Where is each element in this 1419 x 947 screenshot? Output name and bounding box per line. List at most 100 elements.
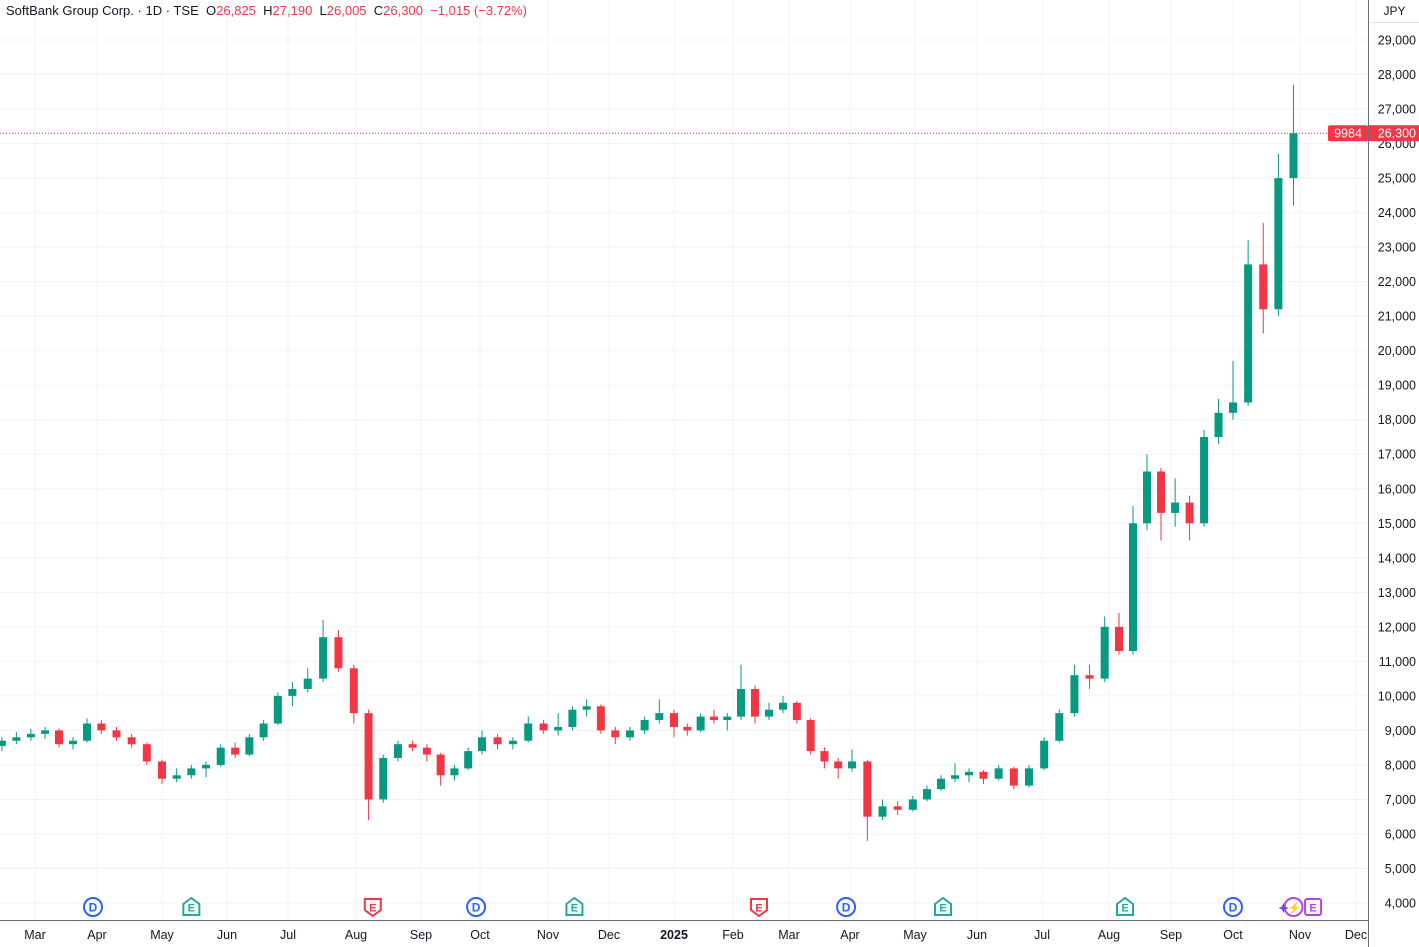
candle — [696, 713, 705, 733]
candle — [55, 728, 63, 748]
candle — [97, 720, 106, 734]
candle-body — [69, 740, 77, 745]
candle — [1185, 495, 1194, 541]
candle — [834, 758, 843, 779]
candle-body — [303, 678, 312, 689]
candle — [765, 702, 773, 721]
candle-body — [655, 713, 664, 721]
candle-body — [259, 723, 268, 738]
candle — [508, 737, 517, 750]
candle-body — [112, 730, 121, 738]
candle-body — [751, 688, 759, 717]
price-tick-label: 7,000 — [1385, 793, 1416, 807]
candle — [878, 799, 887, 821]
candle-body — [1200, 436, 1209, 524]
time-tick-label: Jul — [1034, 928, 1050, 942]
interval[interactable]: 1D — [145, 3, 163, 18]
sparkle-icon — [1278, 903, 1289, 913]
candle — [582, 699, 591, 717]
earnings-event-marker[interactable]: E — [182, 896, 201, 916]
currency-button[interactable]: JPY — [1370, 0, 1419, 23]
candle — [951, 763, 959, 783]
earnings-event-marker[interactable]: E — [750, 898, 768, 918]
time-axis[interactable]: Mar Apr May Jun Jul Aug Sep Oct Nov Dec 2025 Feb Mar… — [24, 928, 1367, 942]
price-tick-label: 15,000 — [1378, 517, 1416, 531]
candle — [554, 713, 563, 736]
candle-body — [379, 758, 388, 800]
candle — [112, 726, 121, 741]
dividend-event-marker[interactable]: D — [466, 897, 487, 917]
candle — [393, 740, 402, 762]
candle-body — [908, 799, 917, 810]
candle — [477, 730, 486, 755]
candle-body — [1143, 471, 1151, 524]
earnings-event-marker[interactable]: E — [1304, 898, 1323, 916]
candle-body — [408, 744, 417, 748]
candle — [806, 718, 815, 755]
candle — [539, 720, 548, 734]
candle-body — [0, 740, 6, 746]
candle — [12, 732, 21, 745]
price-badge — [1369, 125, 1419, 142]
candle-body — [1129, 523, 1137, 652]
candle-body — [1085, 675, 1094, 679]
price-tick-label: 8,000 — [1385, 758, 1416, 772]
candle — [611, 726, 620, 745]
candle — [737, 664, 745, 721]
candle — [202, 761, 211, 778]
candle — [0, 737, 6, 752]
price-tick-label: 27,000 — [1378, 103, 1416, 117]
candle-body — [878, 806, 887, 817]
candle-body — [55, 730, 63, 745]
dividend-event-marker[interactable]: D — [836, 897, 857, 917]
earnings-event-marker[interactable]: E — [565, 896, 584, 916]
price-scale[interactable]: 4,000 5,000 6,000 7,000 8,000 9,000 10,000 11,0… — [1378, 34, 1416, 911]
candle — [820, 747, 829, 769]
symbol-legend[interactable]: SoftBank Group Corp. · 1D · TSE O26,825 … — [6, 3, 527, 18]
candle-body — [1009, 768, 1018, 786]
dividend-event-marker[interactable]: D — [83, 897, 103, 917]
candle-body — [582, 706, 591, 710]
candle-body — [625, 730, 634, 738]
candle — [1244, 240, 1253, 406]
candle-body — [26, 733, 35, 738]
candle-body — [596, 706, 605, 731]
candle-body — [965, 771, 973, 776]
ai-insight-event-marker[interactable]: ⚡ — [1278, 897, 1304, 917]
dividend-event-marker[interactable]: D — [1223, 897, 1243, 917]
candle-body — [670, 713, 678, 727]
ticker-badge — [1328, 125, 1368, 142]
candle-body — [422, 747, 431, 755]
last-price-label: 9984 26,300 — [1328, 125, 1419, 142]
price-tick-label: 9,000 — [1385, 724, 1416, 738]
candle-body — [524, 723, 533, 741]
symbol-name[interactable]: SoftBank Group Corp. — [6, 3, 134, 18]
low-label: L — [319, 3, 327, 18]
candle — [464, 747, 473, 771]
earnings-event-marker[interactable]: E — [363, 898, 382, 918]
candle-body — [539, 723, 548, 731]
candle-body — [1185, 502, 1194, 524]
candle — [216, 744, 225, 767]
candle — [893, 801, 902, 815]
separator: · — [137, 3, 142, 18]
event-markers[interactable]: D E E D E E D E D E ⚡ E — [83, 896, 1323, 918]
candle-body — [231, 747, 240, 755]
price-tick-label: 29,000 — [1378, 34, 1416, 48]
candle-body — [464, 751, 473, 769]
earnings-icon — [565, 896, 584, 916]
earnings-event-marker[interactable]: E — [934, 896, 952, 916]
candle — [683, 723, 692, 736]
earnings-event-marker[interactable]: E — [1116, 896, 1134, 916]
candle-body — [393, 744, 402, 759]
candle — [1129, 506, 1137, 655]
candle — [923, 785, 931, 802]
close-value: 26,300 — [383, 3, 423, 18]
candle — [979, 770, 988, 784]
candle — [273, 692, 282, 726]
candle-body — [709, 716, 718, 721]
price-tick-label: 22,000 — [1378, 275, 1416, 289]
candle-body — [923, 789, 931, 800]
candle — [965, 768, 973, 783]
